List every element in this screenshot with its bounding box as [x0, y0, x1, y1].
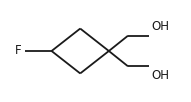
- Text: F: F: [14, 44, 21, 58]
- Text: OH: OH: [151, 69, 169, 82]
- Text: OH: OH: [151, 20, 169, 33]
